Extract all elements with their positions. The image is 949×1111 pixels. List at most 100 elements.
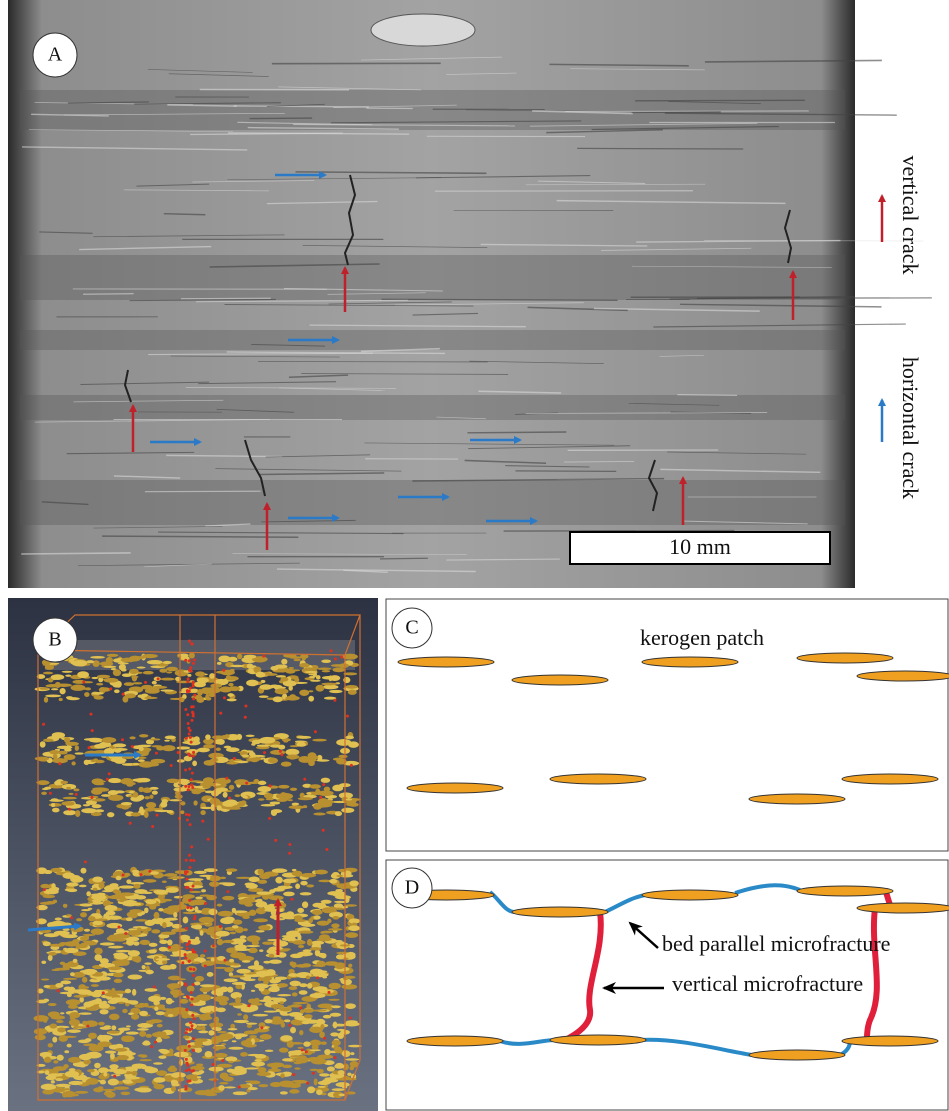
mineral-blob bbox=[196, 994, 210, 1001]
mineral-blob bbox=[153, 889, 167, 894]
mineral-blob bbox=[198, 1070, 205, 1074]
mineral-blob bbox=[291, 992, 298, 997]
lamina bbox=[301, 373, 509, 375]
mineral-blob bbox=[55, 1078, 64, 1082]
mineral-blob bbox=[253, 918, 268, 923]
lamina bbox=[215, 468, 402, 472]
mineral-blob bbox=[326, 1066, 335, 1072]
lamina bbox=[168, 73, 269, 77]
mineral-blob bbox=[48, 803, 62, 807]
mineral-blob bbox=[129, 668, 139, 675]
kerogen-patch bbox=[841, 1035, 939, 1047]
lamina bbox=[660, 468, 821, 474]
lamina bbox=[147, 69, 253, 73]
mineral-blob bbox=[57, 1027, 66, 1033]
lamina bbox=[343, 569, 388, 573]
lamina bbox=[446, 558, 560, 561]
mineral-blob bbox=[141, 684, 153, 690]
scale-label: 10 mm bbox=[669, 534, 731, 559]
kerogen-dot bbox=[185, 818, 189, 822]
mineral-blob bbox=[179, 998, 189, 1004]
mineral-blob bbox=[328, 928, 343, 931]
mineral-blob bbox=[258, 1022, 266, 1028]
mineral-blob bbox=[34, 1034, 46, 1041]
mineral-blob bbox=[232, 1091, 248, 1096]
mineral-blob bbox=[81, 808, 97, 814]
kerogen-dot bbox=[191, 684, 195, 688]
mineral-blob bbox=[290, 953, 303, 959]
mineral-blob bbox=[145, 801, 157, 809]
mineral-blob bbox=[120, 1091, 131, 1096]
kerogen-dot bbox=[187, 726, 191, 730]
mineral-blob bbox=[274, 688, 289, 695]
kerogen-dot bbox=[188, 735, 192, 739]
kerogen-dot bbox=[191, 884, 195, 888]
mineral-blob bbox=[64, 888, 76, 892]
mineral-blob bbox=[74, 752, 84, 755]
mineral-blob bbox=[289, 980, 301, 987]
mineral-blob bbox=[293, 658, 302, 662]
mineral-blob bbox=[266, 1063, 275, 1067]
mineral-blob bbox=[158, 1055, 167, 1059]
mineral-blob bbox=[52, 758, 68, 764]
mineral-blob bbox=[246, 679, 259, 687]
kerogen-dot bbox=[203, 901, 207, 905]
kerogen-dot bbox=[117, 925, 121, 929]
mineral-blob bbox=[161, 880, 167, 884]
mineral-blob bbox=[318, 879, 332, 883]
mineral-blob bbox=[112, 669, 122, 677]
mineral-blob bbox=[218, 1085, 225, 1091]
mineral-blob bbox=[251, 940, 260, 946]
kerogen-dot bbox=[222, 696, 226, 700]
kerogen-dot bbox=[121, 873, 125, 877]
lamina bbox=[704, 59, 882, 63]
mineral-blob bbox=[313, 915, 321, 920]
mineral-blob bbox=[145, 969, 154, 975]
mineral-blob bbox=[343, 676, 351, 684]
kerogen-dot bbox=[340, 655, 344, 659]
kerogen-dot bbox=[290, 897, 294, 901]
mineral-blob bbox=[53, 1025, 70, 1029]
mineral-blob bbox=[59, 687, 66, 695]
mineral-blob bbox=[47, 1073, 63, 1077]
dark-band bbox=[20, 90, 845, 130]
box-outline bbox=[37, 614, 361, 1101]
mineral-blob bbox=[58, 1034, 68, 1042]
mineral-blob bbox=[240, 983, 245, 990]
kerogen-dot bbox=[192, 968, 196, 972]
mineral-blob bbox=[345, 1058, 360, 1061]
mineral-blob bbox=[50, 1015, 66, 1020]
mineral-blob bbox=[245, 883, 258, 889]
mineral-blob bbox=[180, 655, 190, 661]
kerogen-dot bbox=[244, 704, 248, 708]
kerogen-dot bbox=[184, 1087, 188, 1091]
mineral-blob bbox=[193, 1038, 208, 1043]
kerogen-dot bbox=[192, 917, 196, 921]
mineral-blob bbox=[142, 670, 154, 675]
kerogen-dot bbox=[191, 705, 195, 709]
mineral-blob bbox=[303, 1008, 315, 1013]
legend-horizontal: horizontal crack bbox=[898, 357, 923, 499]
mineral-blob bbox=[85, 800, 97, 806]
mineral-blob bbox=[159, 939, 169, 944]
mineral-blob bbox=[65, 741, 79, 746]
mineral-blob bbox=[159, 996, 167, 1000]
mineral-blob bbox=[36, 1063, 46, 1067]
mineral-blob bbox=[247, 887, 264, 893]
lamina bbox=[677, 393, 738, 396]
mineral-blob bbox=[132, 762, 140, 766]
lamina bbox=[113, 475, 181, 479]
mineral-blob bbox=[208, 1030, 215, 1036]
mineral-blob bbox=[292, 940, 306, 945]
mineral-blob bbox=[263, 960, 271, 964]
mineral-blob bbox=[345, 735, 355, 740]
kerogen-dot bbox=[191, 710, 195, 714]
mineral-blob bbox=[64, 1050, 70, 1054]
mineral-blob bbox=[160, 801, 168, 808]
mineral-blob bbox=[126, 784, 134, 787]
mineral-blob bbox=[223, 978, 238, 983]
lamina bbox=[136, 183, 210, 187]
kerogen-dot bbox=[109, 687, 113, 691]
mineral-blob bbox=[294, 1080, 309, 1084]
mineral-blob bbox=[288, 685, 293, 691]
